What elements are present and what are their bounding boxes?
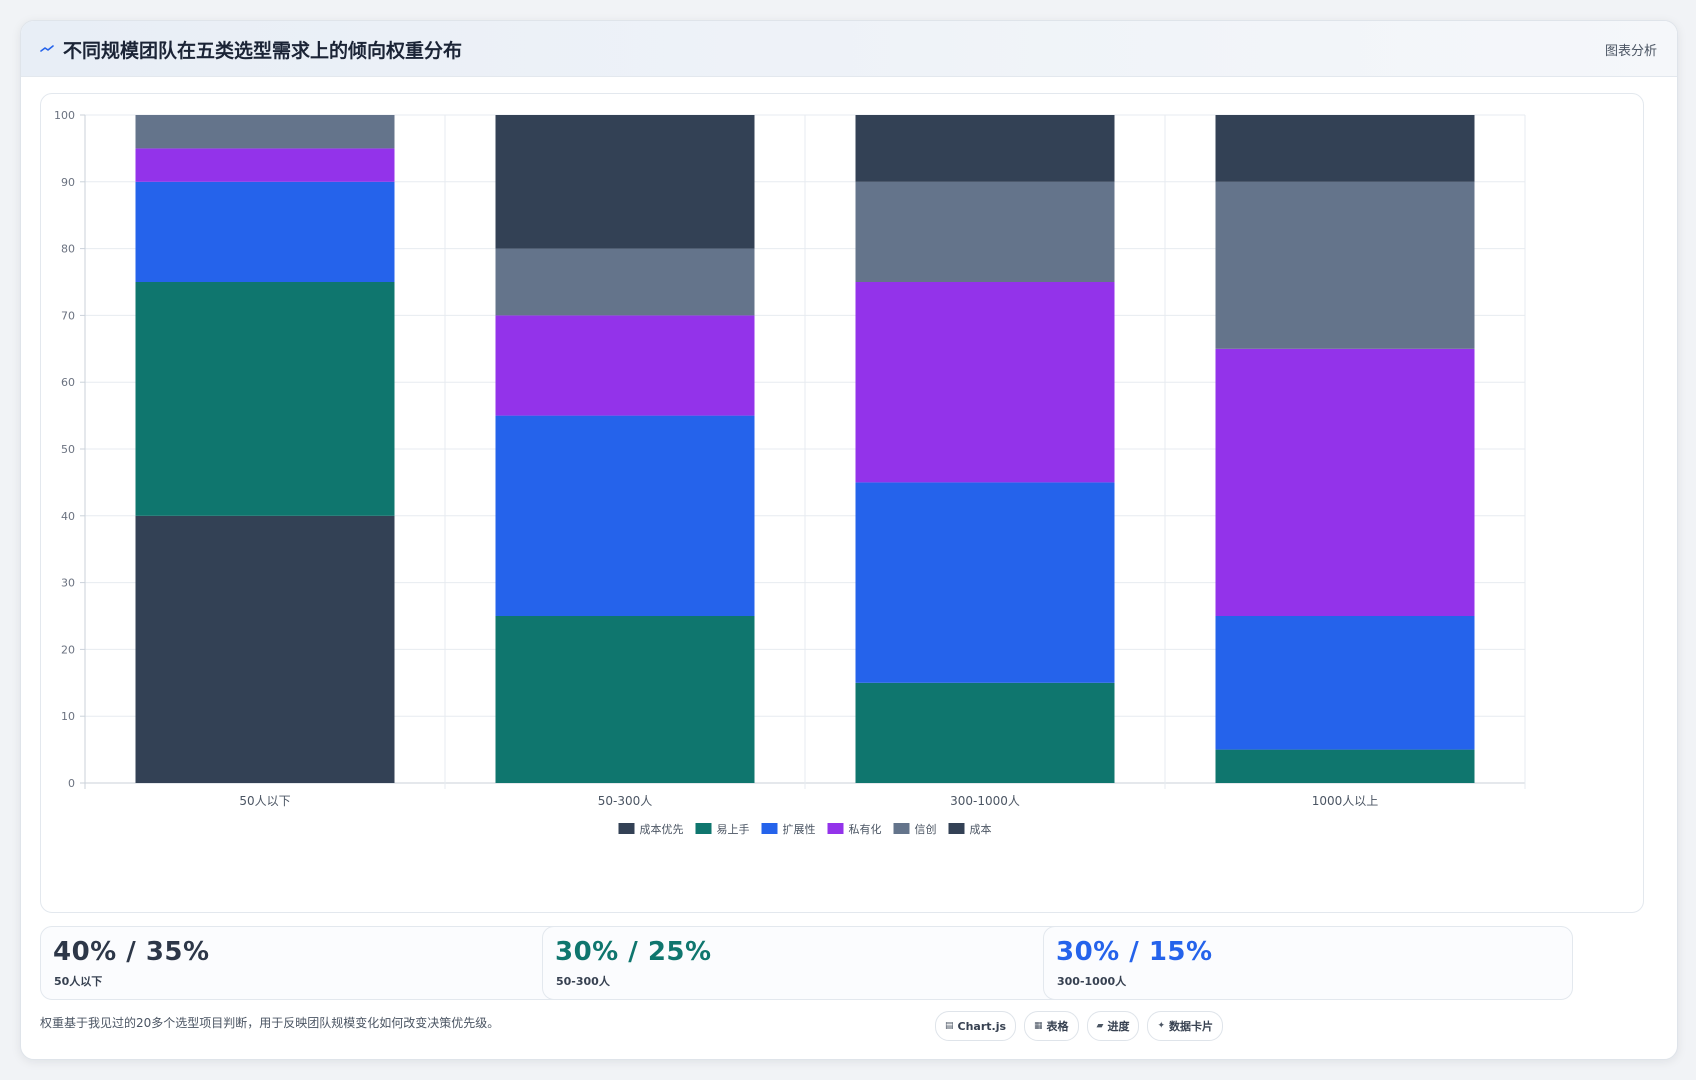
bar-segment	[495, 115, 755, 249]
stat-card-1: 40% / 35% 50人以下	[40, 926, 570, 1000]
chip-label: 进度	[1107, 1020, 1130, 1033]
chip-data-card[interactable]: ✦ 数据卡片	[1147, 1011, 1224, 1041]
chart-analysis-link[interactable]: 图表分析	[1604, 44, 1657, 59]
stat-value: 30% / 25%	[555, 937, 712, 967]
chip-label: 表格	[1046, 1020, 1069, 1033]
chart-container: 0 10 20 30 40 50 60 70 80 90 100 50人以下 50-300人 300-10…	[40, 93, 1644, 913]
stat-label: 50人以下	[54, 975, 103, 988]
bar-segment	[855, 282, 1115, 483]
y-tick-label: 70	[61, 309, 75, 322]
bar-segment	[855, 482, 1115, 683]
x-tick-label: 50人以下	[239, 794, 290, 808]
legend-label: 成本优先	[640, 822, 684, 836]
stat-value: 40% / 35%	[53, 937, 210, 967]
x-tick-label: 50-300人	[598, 794, 653, 808]
bar-segment	[855, 181, 1115, 282]
bar-segment	[1215, 616, 1475, 750]
stat-card-2: 30% / 25% 50-300人	[542, 926, 1072, 1000]
x-tick-label: 1000人以上	[1312, 794, 1379, 808]
bar-segment	[1215, 115, 1475, 182]
y-tick-label: 60	[61, 376, 75, 389]
y-tick-label: 40	[61, 510, 75, 523]
stat-label: 300-1000人	[1057, 975, 1127, 988]
y-tick-label: 100	[54, 109, 75, 122]
bar-segment	[135, 181, 395, 282]
bar-segment	[495, 415, 755, 616]
stat-value: 30% / 15%	[1056, 937, 1213, 967]
y-tick-label: 20	[61, 643, 75, 656]
legend-swatch	[948, 823, 965, 834]
y-tick-label: 80	[61, 243, 75, 256]
bar-segment	[135, 515, 395, 783]
bar-segment	[855, 682, 1115, 783]
legend-label: 易上手	[717, 822, 750, 836]
chip-table[interactable]: ▦ 表格	[1024, 1011, 1079, 1041]
table-icon: ▦	[1034, 1021, 1043, 1031]
bar-segment	[1215, 749, 1475, 783]
legend-swatch	[827, 823, 844, 834]
chip-chartjs[interactable]: ▤ Chart.js	[935, 1011, 1017, 1041]
bar-segment	[135, 148, 395, 182]
trend-line-icon	[40, 45, 54, 52]
chart-title: 不同规模团队在五类选型需求上的倾向权重分布	[63, 40, 463, 62]
y-tick-label: 10	[61, 710, 75, 723]
y-tick-label: 50	[61, 443, 75, 456]
chip-label: 数据卡片	[1169, 1020, 1214, 1033]
bar-segment	[495, 616, 755, 783]
footnote: 权重基于我见过的20多个选型项目判断，用于反映团队规模变化如何改变决策优先级。	[40, 1016, 500, 1030]
tag-chips: ▤ Chart.js ▦ 表格 ▰ 进度 ✦ 数据卡片	[935, 1011, 1224, 1041]
bar-segment	[495, 315, 755, 416]
stat-card-3: 30% / 15% 300-1000人	[1043, 926, 1573, 1000]
chart-icon: ▤	[945, 1021, 954, 1031]
chip-progress[interactable]: ▰ 进度	[1086, 1011, 1140, 1041]
legend-label: 成本	[970, 822, 992, 836]
legend-swatch	[695, 823, 712, 834]
progress-icon: ▰	[1096, 1021, 1104, 1031]
legend-label: 扩展性	[783, 822, 816, 836]
bar-segment	[855, 115, 1115, 182]
bar-segment	[1215, 181, 1475, 349]
stacked-bar-chart: 0 10 20 30 40 50 60 70 80 90 100 50人以下 50-300人 300-10…	[54, 109, 1526, 836]
legend-swatch	[893, 823, 910, 834]
y-tick-label: 90	[61, 176, 75, 189]
legend-swatch	[761, 823, 778, 834]
chart-card: 不同规模团队在五类选型需求上的倾向权重分布 图表分析 0 10 20 30 40 50 60…	[20, 20, 1678, 1060]
legend-swatch	[618, 823, 635, 834]
y-tick-label: 0	[68, 777, 75, 790]
stat-label: 50-300人	[556, 975, 610, 988]
y-tick-label: 30	[61, 577, 75, 590]
legend-label: 信创	[915, 823, 937, 836]
legend-label: 私有化	[849, 822, 882, 836]
bar-segment	[495, 248, 755, 316]
card-header: 不同规模团队在五类选型需求上的倾向权重分布 图表分析	[21, 21, 1677, 77]
chip-label: Chart.js	[957, 1019, 1007, 1033]
bar-segment	[1215, 348, 1475, 616]
sparkle-icon: ✦	[1157, 1021, 1166, 1031]
bar-segment	[135, 115, 395, 149]
bar-segment	[135, 282, 395, 516]
x-tick-label: 300-1000人	[950, 794, 1020, 808]
